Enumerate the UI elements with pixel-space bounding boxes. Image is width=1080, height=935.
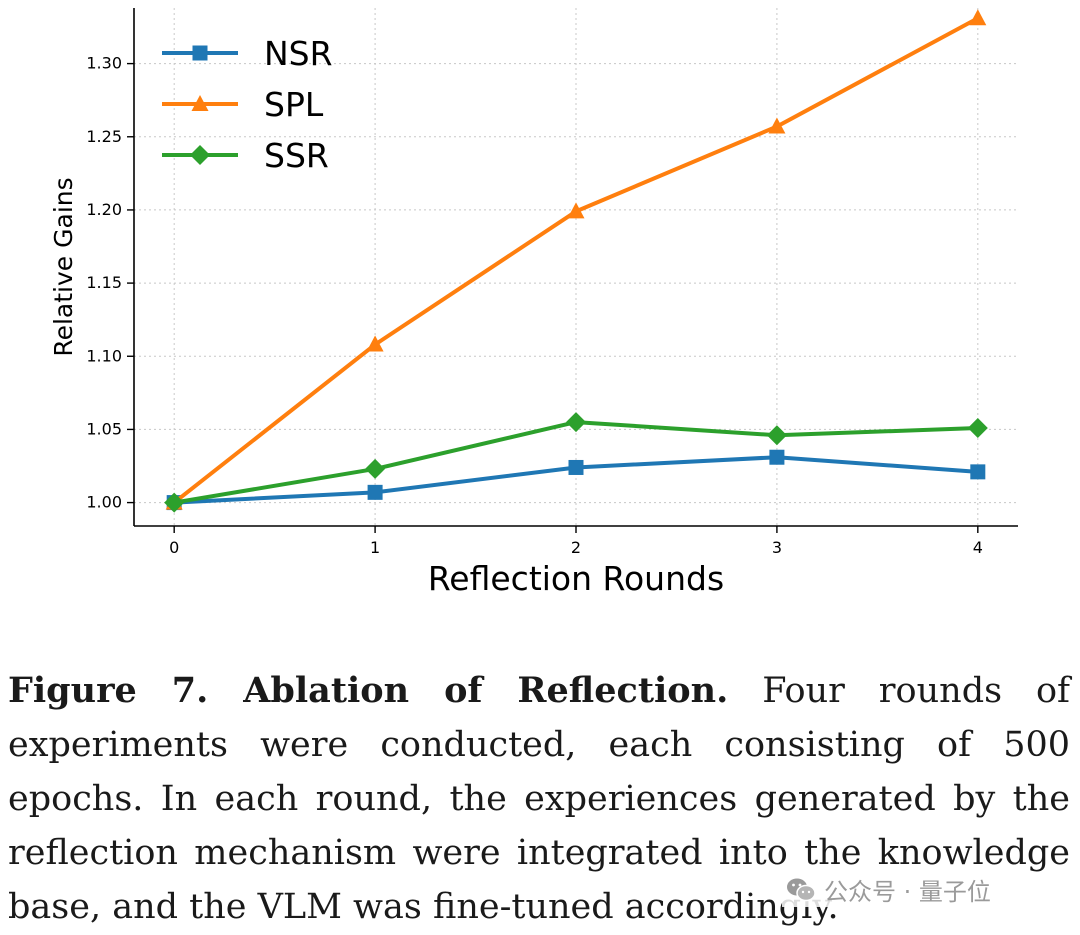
legend-item-nsr: NSR <box>162 34 333 73</box>
data-point-spl <box>768 117 786 134</box>
legend-label-ssr: SSR <box>264 136 329 175</box>
data-point-nsr <box>970 464 986 480</box>
x-tick-label: 4 <box>973 538 983 557</box>
y-tick-label: 1.00 <box>86 493 122 512</box>
y-tick-label: 1.30 <box>86 54 122 73</box>
x-axis-label: Reflection Rounds <box>428 559 724 598</box>
y-tick-label: 1.25 <box>86 127 122 146</box>
data-point-ssr <box>566 412 586 433</box>
figure-caption: Figure 7. Ablation of Reflection. Four r… <box>8 664 1070 934</box>
y-tick-label: 1.05 <box>86 419 122 438</box>
y-tick-label: 1.10 <box>86 346 122 365</box>
legend-item-spl: SPL <box>162 85 324 124</box>
watermark-text: 公众号 · 量子位 <box>824 878 991 906</box>
x-tick-label: 1 <box>370 538 380 557</box>
data-point-spl <box>366 335 384 352</box>
line-chart: 0 1 2 3 4 1.00 1.05 1.10 1.15 1.20 1.25 1.30 Reflec… <box>49 8 1018 598</box>
data-point-ssr <box>967 417 988 438</box>
x-tick-label: 0 <box>169 538 179 557</box>
data-point-spl <box>969 9 987 26</box>
legend-item-ssr: SSR <box>162 136 329 175</box>
legend-marker-nsr <box>192 45 208 61</box>
legend-label-nsr: NSR <box>264 34 333 73</box>
data-point-ssr <box>766 425 787 446</box>
chart: 0 1 2 3 4 1.00 1.05 1.10 1.15 1.20 1.25 1.30 Reflec… <box>49 8 1018 598</box>
watermark: 公众号 · 量子位 <box>782 872 995 907</box>
x-tick-label: 2 <box>571 538 581 557</box>
legend: NSR SPL SSR <box>162 34 333 175</box>
data-point-ssr <box>164 492 185 513</box>
series-ssr <box>164 412 988 513</box>
ticks: 0 1 2 3 4 1.00 1.05 1.10 1.15 1.20 1.25 1.30 <box>86 54 983 557</box>
legend-marker-ssr <box>190 145 210 165</box>
caption-text: Four rounds of experiments were conducte… <box>8 671 1070 927</box>
y-axis-label: Relative Gains <box>49 177 78 356</box>
data-point-spl <box>567 202 585 219</box>
y-tick-label: 1.20 <box>86 200 122 219</box>
y-tick-label: 1.15 <box>86 273 122 292</box>
data-point-nsr <box>568 459 584 475</box>
legend-label-spl: SPL <box>264 85 324 124</box>
legend-marker-spl <box>191 95 209 111</box>
data-point-ssr <box>365 458 386 479</box>
x-tick-label: 3 <box>772 538 782 557</box>
caption-label: Figure 7. Ablation of Reflection. <box>8 670 729 711</box>
wechat-icon <box>786 877 816 903</box>
data-point-nsr <box>367 484 383 500</box>
data-point-nsr <box>769 449 785 465</box>
series <box>164 9 988 513</box>
